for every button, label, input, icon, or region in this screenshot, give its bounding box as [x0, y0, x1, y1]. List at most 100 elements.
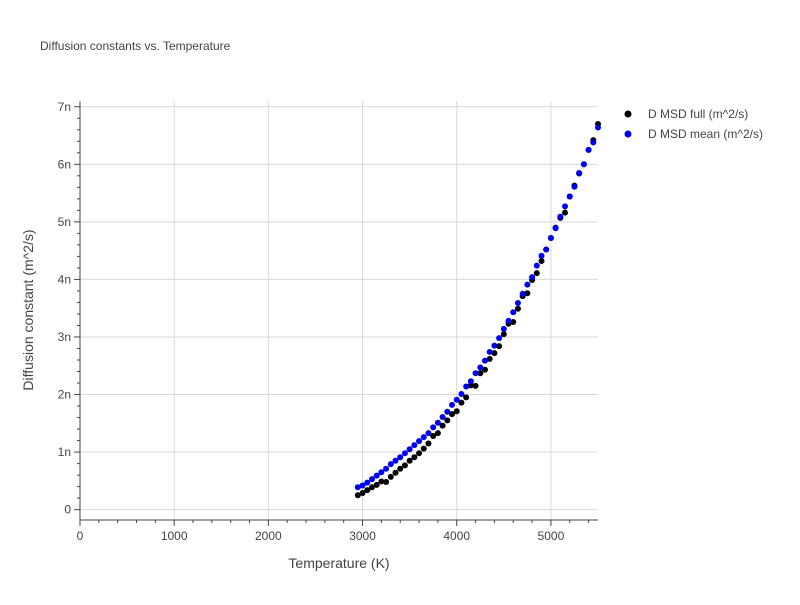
x-tick-label: 5000 [538, 529, 565, 543]
data-point-mean [406, 446, 413, 453]
x-tick-label: 1000 [161, 529, 188, 543]
data-point-mean [514, 300, 521, 307]
data-point-mean [529, 274, 536, 281]
data-point-mean [562, 203, 569, 210]
data-point-mean [453, 396, 460, 403]
data-point-full [458, 399, 465, 406]
y-tick-label: 1n [58, 445, 71, 459]
y-tick-label: 7n [58, 100, 71, 114]
data-point-mean [368, 476, 375, 483]
data-point-mean [505, 317, 512, 324]
data-point-mean [580, 161, 587, 168]
data-point-mean [552, 225, 559, 232]
data-point-mean [449, 401, 456, 408]
data-point-mean [557, 213, 564, 220]
data-point-full [449, 411, 456, 418]
data-point-mean [524, 281, 531, 288]
data-point-full [481, 366, 488, 373]
data-point-full [425, 440, 432, 447]
data-point-mean [373, 472, 380, 479]
data-point-mean [439, 413, 446, 420]
axis-layer: 0 1000 2000 3000 4000 5000 0 1n 2n 3n 4n 5n 6n 7n [58, 100, 598, 543]
x-tick-label: 2000 [255, 529, 282, 543]
data-point-mean [458, 390, 465, 397]
data-point-mean [411, 442, 418, 449]
x-axis-title: Temperature (K) [288, 555, 389, 571]
points-layer [354, 121, 601, 499]
data-point-full [401, 462, 408, 469]
data-point-mean [472, 370, 479, 377]
chart-title: Diffusion constants vs. Temperature [40, 39, 231, 53]
data-point-mean [585, 146, 592, 153]
data-point-mean [378, 469, 385, 476]
data-point-mean [420, 434, 427, 441]
data-point-full [496, 343, 503, 350]
data-point-full [364, 487, 371, 494]
data-point-full [514, 305, 521, 312]
data-point-full [444, 417, 451, 424]
data-point-mean [383, 465, 390, 472]
data-point-mean [590, 139, 597, 146]
data-point-full [378, 478, 385, 485]
data-point-mean [477, 364, 484, 371]
y-tick-label: 0 [64, 503, 71, 517]
data-point-full [387, 473, 394, 480]
data-point-mean [467, 378, 474, 385]
data-point-full [406, 457, 413, 464]
data-point-full [491, 350, 498, 357]
data-point-mean [425, 430, 432, 437]
data-point-mean [434, 419, 441, 426]
data-point-mean [354, 484, 361, 491]
legend: D MSD full (m^2/s) D MSD mean (m^2/s) [624, 107, 763, 141]
data-point-mean [533, 262, 540, 269]
data-point-mean [510, 309, 517, 316]
data-point-full [477, 370, 484, 377]
x-tick-label: 0 [77, 529, 84, 543]
data-point-mean [444, 408, 451, 415]
y-tick-label: 4n [58, 272, 71, 286]
data-point-mean [397, 454, 404, 461]
data-point-full [383, 479, 390, 486]
data-point-full [373, 481, 380, 488]
x-tick-label: 3000 [349, 529, 376, 543]
data-point-full [354, 492, 361, 499]
data-point-mean [566, 193, 573, 200]
data-point-full [533, 270, 540, 277]
data-point-full [562, 209, 569, 216]
data-point-full [538, 258, 545, 265]
data-point-full [359, 489, 366, 496]
data-point-full [392, 469, 399, 476]
data-point-mean [571, 183, 578, 190]
y-tick-label: 3n [58, 330, 71, 344]
y-axis-title: Diffusion constant (m^2/s) [20, 229, 36, 390]
data-point-full [524, 290, 531, 297]
data-point-full [510, 319, 517, 326]
data-point-mean [401, 450, 408, 457]
data-point-full [486, 355, 493, 362]
data-point-full [463, 394, 470, 401]
data-point-mean [576, 169, 583, 176]
data-point-mean [547, 234, 554, 241]
series-group [354, 121, 601, 499]
data-point-mean [538, 252, 545, 259]
grid-layer [80, 101, 598, 520]
data-point-mean [519, 290, 526, 297]
data-point-full [434, 430, 441, 437]
data-point-full [397, 465, 404, 472]
data-point-full [500, 331, 507, 338]
data-point-full [420, 445, 427, 452]
data-point-mean [486, 348, 493, 355]
y-tick-label: 5n [58, 215, 71, 229]
y-tick-label: 6n [58, 157, 71, 171]
series-group [354, 124, 601, 491]
legend-label: D MSD full (m^2/s) [648, 107, 748, 121]
data-point-mean [416, 438, 423, 445]
data-point-mean [359, 482, 366, 489]
data-point-full [411, 454, 418, 461]
data-point-full [453, 408, 460, 415]
data-point-full [439, 422, 446, 429]
y-tick-label: 2n [58, 388, 71, 402]
legend-label: D MSD mean (m^2/s) [648, 127, 763, 141]
data-point-mean [463, 383, 470, 390]
